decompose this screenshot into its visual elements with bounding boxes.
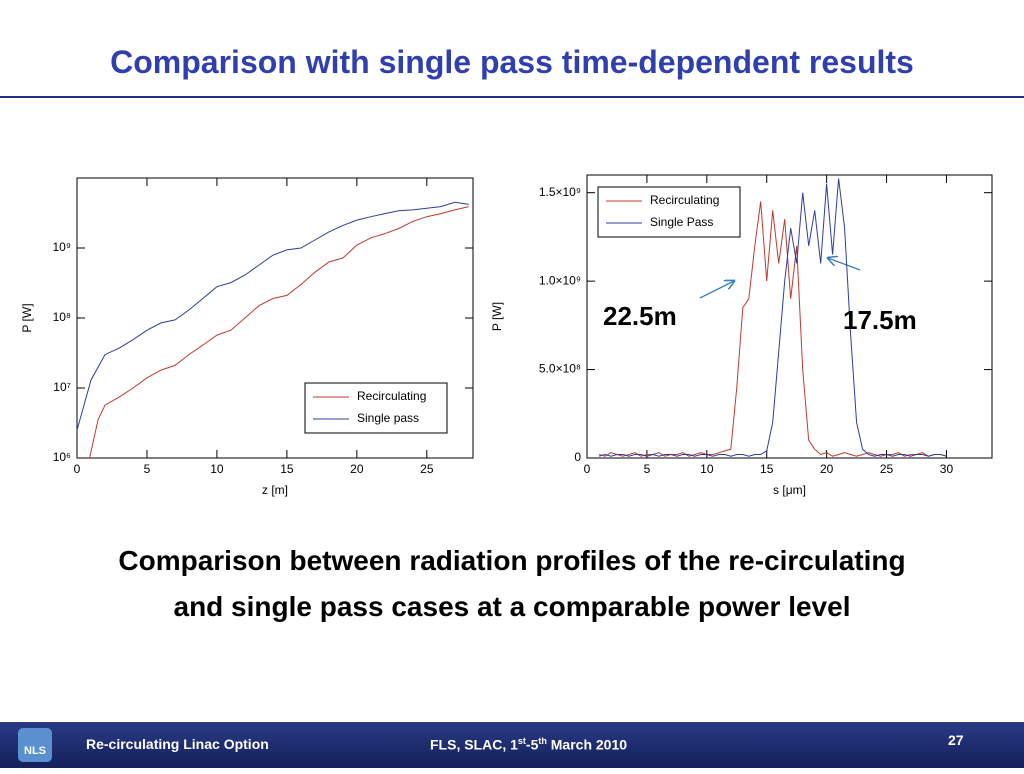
series-line (598, 178, 947, 457)
footer-event: FLS, SLAC, 1st-5th March 2010 (430, 736, 627, 753)
annotation-arrow (699, 281, 734, 299)
x-tick-label: 25 (420, 462, 434, 476)
footer-text: -5 (525, 736, 539, 753)
footer-sup: th (538, 736, 547, 746)
title-rule (0, 96, 1024, 98)
x-tick-label: 15 (760, 462, 774, 476)
x-tick-label: 10 (210, 462, 224, 476)
page-number: 27 (948, 732, 964, 748)
legend-box (597, 186, 741, 238)
footer-text: FLS, SLAC, 1 (430, 736, 518, 753)
footer-text: March 2010 (546, 736, 628, 753)
x-tick-label: 15 (280, 462, 294, 476)
annotation: 17.5m (843, 305, 917, 335)
y-tick-label: 10⁸ (53, 310, 71, 324)
legend-label: Recirculating (650, 193, 719, 207)
y-tick-label: 1.0×10⁹ (539, 273, 581, 287)
x-tick-label: 20 (350, 462, 364, 476)
series-line (76, 201, 469, 431)
x-tick-label: 5 (144, 462, 151, 476)
legend-label: Single pass (357, 411, 419, 425)
plot-frame (586, 174, 993, 459)
caption: Comparison between radiation profiles of… (118, 545, 906, 622)
y-axis-label: P [W] (20, 303, 34, 332)
x-tick-label: 25 (880, 462, 894, 476)
footer-left: Re-circulating Linac Option (86, 736, 269, 752)
x-tick-label: 30 (940, 462, 954, 476)
x-axis-label: z [m] (262, 483, 288, 497)
y-tick-label: 10⁷ (53, 380, 71, 394)
y-tick-label: 10⁹ (53, 240, 72, 254)
legend-label: Single Pass (650, 215, 713, 229)
slide-title: Comparison with single pass time-depende… (110, 44, 914, 80)
series-line (89, 206, 469, 459)
y-axis-label: P [W] (490, 302, 504, 331)
x-tick-label: 20 (820, 462, 834, 476)
y-tick-label: 0 (574, 450, 581, 464)
x-tick-label: 5 (644, 462, 651, 476)
legend-label: Recirculating (357, 389, 426, 403)
y-tick-label: 10⁶ (53, 450, 71, 464)
y-tick-label: 5.0×10⁸ (539, 362, 581, 376)
footer-sup: st (517, 736, 526, 746)
annotation: 22.5m (603, 301, 677, 331)
x-tick-label: 10 (700, 462, 714, 476)
x-tick-label: 0 (74, 462, 81, 476)
charts: 0 5 10 15 20 25 10⁶ 10⁷ 10⁸ 10⁹ z [m] P [W] Recircul… (20, 174, 993, 497)
legend-box (304, 382, 448, 434)
y-tick-label: 1.5×10⁹ (539, 185, 581, 199)
x-axis-label: s [μm] (773, 483, 806, 497)
annotation-arrow (828, 258, 861, 271)
logo: NLS (18, 728, 52, 762)
series-line (598, 201, 947, 457)
footer: NLS Re-circulating Linac Option FLS, SLA… (0, 722, 1024, 768)
x-tick-label: 0 (584, 462, 591, 476)
